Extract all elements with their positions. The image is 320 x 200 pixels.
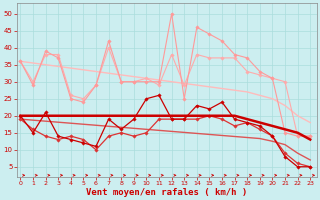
X-axis label: Vent moyen/en rafales ( km/h ): Vent moyen/en rafales ( km/h ) [86,188,247,197]
